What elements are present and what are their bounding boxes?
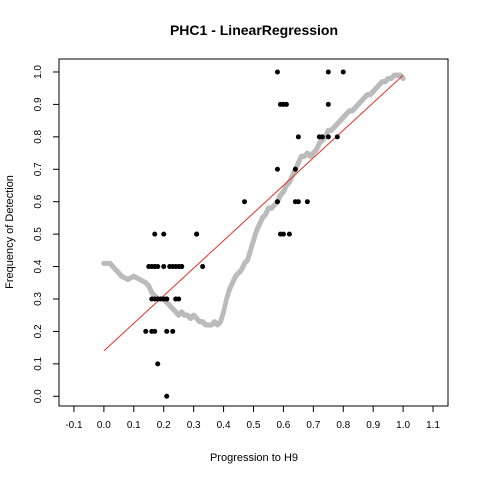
y-tick-label: 0.0 — [33, 389, 44, 403]
data-point — [292, 166, 298, 172]
data-point — [155, 361, 161, 367]
data-point — [158, 296, 164, 302]
x-tick-label: 0.6 — [276, 420, 290, 431]
data-point — [325, 134, 331, 140]
x-tick-label: 0.8 — [336, 420, 350, 431]
x-tick-label: 0.7 — [306, 420, 320, 431]
data-point — [164, 296, 170, 302]
data-point — [161, 264, 167, 270]
x-tick-label: 0.5 — [247, 420, 261, 431]
data-point — [286, 231, 292, 237]
data-point — [179, 264, 185, 270]
data-point — [152, 231, 158, 237]
data-point — [173, 296, 179, 302]
data-point — [280, 231, 286, 237]
data-point — [340, 69, 346, 75]
y-tick-label: 0.2 — [33, 324, 44, 338]
data-point — [200, 264, 206, 270]
data-point — [304, 199, 310, 205]
data-point — [295, 199, 301, 205]
x-tick-label: 0.1 — [127, 420, 141, 431]
y-tick-label: 0.6 — [33, 194, 44, 208]
data-point — [242, 199, 248, 205]
x-tick-label: 0.4 — [217, 420, 231, 431]
data-point — [280, 101, 286, 107]
y-axis-label: Frequency of Detection — [4, 175, 16, 289]
smoothed-frequency-series — [101, 72, 406, 328]
data-point — [325, 69, 331, 75]
regression-line-layer — [103, 74, 404, 352]
x-axis: -0.1 0.0 0.1 0.2 0.3 0.4 0.5 0.6 0.7 0.8 0.9 1.0 1.1 — [65, 406, 440, 431]
y-tick-label: 0.8 — [33, 129, 44, 143]
data-point — [274, 166, 280, 172]
data-point — [334, 134, 340, 140]
data-point — [152, 328, 158, 334]
x-tick-label: 1.0 — [396, 420, 410, 431]
data-point — [170, 328, 176, 334]
regression-line — [103, 74, 404, 352]
smooth-point — [400, 75, 406, 82]
y-tick-label: 0.7 — [33, 162, 44, 176]
data-point — [164, 393, 170, 399]
data-point — [319, 134, 325, 140]
y-tick-label: 0.4 — [33, 259, 44, 273]
data-point — [143, 328, 149, 334]
data-point — [274, 69, 280, 75]
data-point — [194, 231, 200, 237]
x-tick-label: 1.1 — [426, 420, 440, 431]
x-tick-label: 0.2 — [157, 420, 171, 431]
data-point — [274, 199, 280, 205]
data-point — [325, 101, 331, 107]
x-tick-label: 0.9 — [366, 420, 380, 431]
y-tick-label: 1.0 — [33, 65, 44, 79]
y-axis: 0.0 0.1 0.2 0.3 0.4 0.5 0.6 0.7 0.8 0.9 1.0 — [33, 65, 59, 403]
data-point — [161, 231, 167, 237]
x-tick-label: -0.1 — [65, 420, 83, 431]
chart-title: PHC1 - LinearRegression — [170, 22, 338, 38]
data-point — [164, 328, 170, 334]
y-tick-label: 0.1 — [33, 356, 44, 370]
y-tick-label: 0.5 — [33, 227, 44, 241]
data-point — [155, 264, 161, 270]
x-tick-label: 0.0 — [97, 420, 111, 431]
y-tick-label: 0.9 — [33, 97, 44, 111]
data-point — [295, 134, 301, 140]
x-axis-label: Progression to H9 — [210, 452, 298, 464]
x-tick-label: 0.3 — [187, 420, 201, 431]
observed-points-series — [143, 69, 346, 399]
data-point — [170, 264, 176, 270]
y-tick-label: 0.3 — [33, 292, 44, 306]
